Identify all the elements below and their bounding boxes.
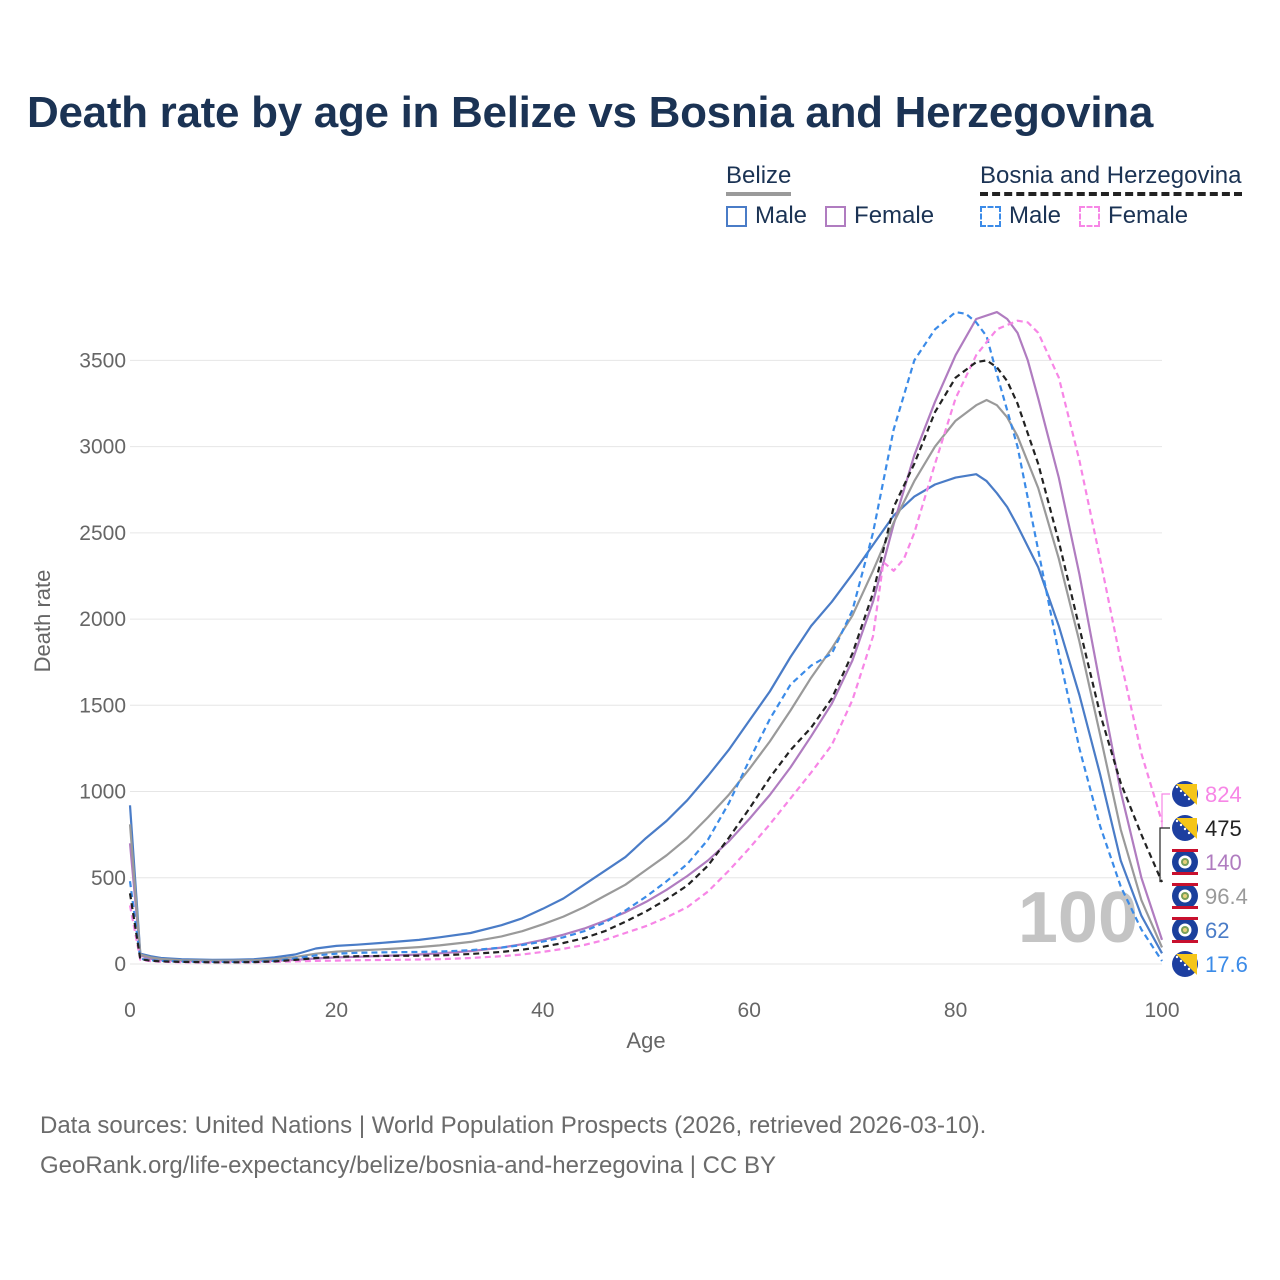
y-axis-label: Death rate bbox=[30, 570, 55, 673]
legend-swatch-belize-male bbox=[726, 205, 747, 227]
legend-group-bosnia: Bosnia and Herzegovina Male Female bbox=[980, 162, 1242, 230]
end-markers: 824 475 140 96.4 62 17.6 bbox=[1159, 781, 1248, 977]
y-tick-label: 500 bbox=[91, 867, 126, 890]
x-tick-label: 40 bbox=[531, 999, 554, 1022]
end-value-label: 96.4 bbox=[1205, 884, 1248, 909]
footer-link[interactable]: GeoRank.org/life-expectancy/belize/bosni… bbox=[40, 1152, 776, 1179]
y-tick-label: 3500 bbox=[79, 349, 126, 372]
legend-bosnia-female[interactable]: Female bbox=[1079, 202, 1188, 230]
y-tick-label: 1000 bbox=[79, 781, 126, 804]
x-tick-label: 20 bbox=[325, 999, 348, 1022]
legend-label: Female bbox=[1108, 202, 1189, 229]
y-tick-label: 3000 bbox=[79, 436, 126, 459]
y-tick-label: 1500 bbox=[79, 694, 126, 717]
y-tick-label: 2500 bbox=[79, 522, 126, 545]
series-lines bbox=[128, 311, 1164, 964]
belize-flag-icon bbox=[1172, 849, 1198, 875]
legend-swatch-bosnia-male bbox=[980, 205, 1001, 227]
bosnia-flag-icon bbox=[1172, 781, 1198, 807]
connector-line bbox=[1161, 793, 1170, 828]
end-value-label: 475 bbox=[1205, 816, 1242, 841]
end-value-label: 17.6 bbox=[1205, 952, 1248, 977]
legend-label: Male bbox=[755, 202, 808, 229]
belize-flag-icon bbox=[1172, 917, 1198, 943]
x-axis-ticks: 0 20 40 60 80 100 bbox=[124, 999, 1179, 1022]
footer-sources: Data sources: United Nations | World Pop… bbox=[40, 1112, 987, 1139]
series-line-belize-male[interactable] bbox=[128, 473, 1163, 961]
legend-bosnia-male[interactable]: Male bbox=[980, 202, 1061, 230]
belize-flag-icon bbox=[1172, 883, 1198, 909]
series-line-bosnia-and-herzegovina-total[interactable] bbox=[128, 359, 1164, 964]
legend-swatch-bosnia-female bbox=[1079, 205, 1101, 227]
legend-belize-heading: Belize bbox=[726, 162, 792, 196]
gridlines bbox=[130, 359, 1162, 965]
series-line-bosnia-and-herzegovina-female[interactable] bbox=[128, 319, 1164, 964]
legend-belize-male[interactable]: Male bbox=[726, 202, 807, 230]
y-tick-label: 2000 bbox=[79, 608, 126, 631]
y-tick-label: 0 bbox=[114, 953, 126, 976]
x-axis-label: Age bbox=[626, 1028, 665, 1053]
series-line-belize-total[interactable] bbox=[128, 398, 1164, 962]
legend-label: Female bbox=[854, 202, 935, 229]
legend-swatch-belize-female bbox=[825, 205, 847, 227]
legend-group-belize: Belize Male Female bbox=[726, 162, 934, 230]
year-watermark: 100 bbox=[1018, 878, 1138, 958]
end-value-label: 824 bbox=[1205, 782, 1242, 807]
bosnia-flag-icon bbox=[1172, 815, 1198, 841]
x-tick-label: 100 bbox=[1144, 999, 1179, 1022]
bosnia-flag-icon bbox=[1172, 951, 1198, 977]
chart-title: Death rate by age in Belize vs Bosnia an… bbox=[27, 88, 1154, 137]
x-tick-label: 0 bbox=[124, 999, 136, 1022]
end-value-label: 62 bbox=[1205, 918, 1229, 943]
legend-belize-female[interactable]: Female bbox=[825, 202, 934, 230]
connector-line bbox=[1159, 827, 1170, 883]
y-axis-ticks: 0 500 1000 1500 2000 2500 3000 3500 bbox=[79, 349, 126, 976]
legend-label: Male bbox=[1009, 202, 1062, 229]
x-tick-label: 60 bbox=[738, 999, 761, 1022]
legend-bosnia-heading: Bosnia and Herzegovina bbox=[980, 162, 1242, 196]
footer: Data sources: United Nations | World Pop… bbox=[40, 1106, 986, 1186]
x-tick-label: 80 bbox=[944, 999, 967, 1022]
end-value-label: 140 bbox=[1205, 850, 1242, 875]
series-line-bosnia-and-herzegovina-male[interactable] bbox=[128, 311, 1163, 963]
